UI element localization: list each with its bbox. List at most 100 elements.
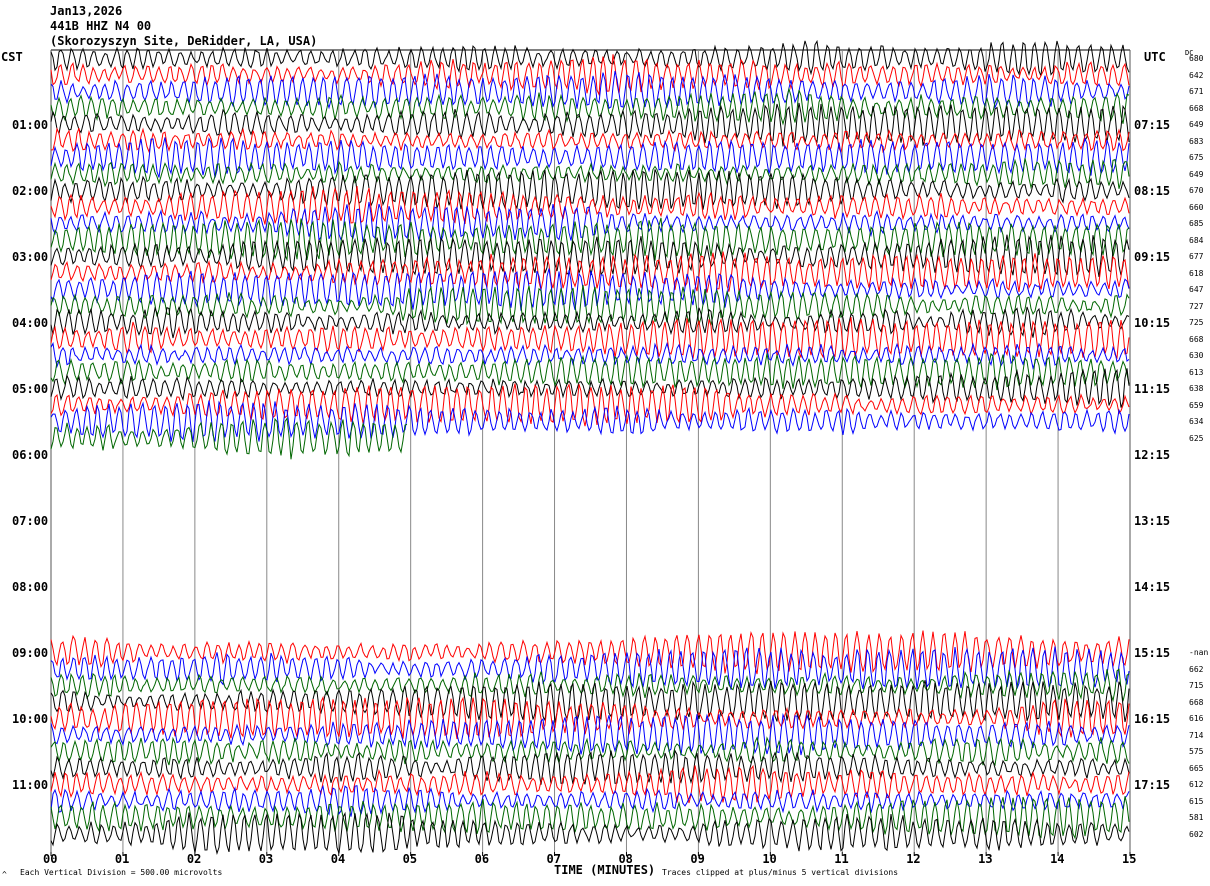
- utc-time-label: 09:15: [1134, 250, 1171, 264]
- seismic-trace: [50, 306, 1130, 339]
- corner-mark: ^: [2, 870, 7, 879]
- x-tick-label: 06: [474, 852, 490, 866]
- dc-offset-label: 680: [1189, 54, 1204, 63]
- seismic-trace: [50, 749, 1130, 785]
- seismic-trace: [50, 352, 1130, 391]
- dc-offset-label: 685: [1189, 219, 1204, 228]
- seismic-trace: [50, 680, 1130, 723]
- seismic-trace: [50, 284, 1130, 326]
- utc-time-label: 17:15: [1134, 778, 1171, 792]
- dc-offset-label: 675: [1189, 153, 1204, 162]
- dc-offset-label: -nan: [1189, 648, 1209, 657]
- dc-offset-label: 714: [1189, 730, 1204, 740]
- seismic-trace: [50, 54, 1130, 97]
- seismic-trace: [50, 217, 1130, 262]
- dc-offset-label: 625: [1189, 433, 1204, 443]
- cst-time-label: 06:00: [12, 448, 49, 462]
- cst-time-label: 08:00: [12, 580, 49, 594]
- scale-note: Each Vertical Division = 500.00 microvol…: [20, 868, 223, 877]
- dc-offset-label: 615: [1189, 796, 1204, 806]
- dc-offset-label: 618: [1189, 268, 1204, 278]
- dc-offset-label: 602: [1189, 829, 1204, 839]
- seismic-trace: [50, 712, 1130, 756]
- dc-offset-label: 671: [1189, 87, 1204, 96]
- dc-offset-label: 668: [1189, 103, 1204, 113]
- x-tick-label: 07: [546, 852, 561, 866]
- cst-time-label: 01:00: [12, 118, 49, 132]
- seismic-trace: [50, 368, 1130, 408]
- cst-time-label: 04:00: [12, 316, 49, 330]
- cst-time-label: 10:00: [12, 712, 49, 726]
- cst-time-label: 09:00: [12, 646, 49, 660]
- dc-offset-label: 665: [1189, 763, 1204, 773]
- utc-time-label: 12:15: [1134, 448, 1171, 462]
- cst-time-label: 11:00: [12, 778, 49, 792]
- dc-offset-label: 642: [1189, 70, 1204, 80]
- dc-offset-label: 647: [1189, 285, 1204, 294]
- utc-time-label: 10:15: [1134, 316, 1171, 330]
- cst-time-label: 05:00: [12, 382, 49, 396]
- cst-time-label: 02:00: [12, 184, 49, 198]
- seismic-trace: [50, 695, 1130, 739]
- station-label: 441B HHZ N4 00: [50, 19, 152, 33]
- dc-offset-label: 575: [1189, 747, 1204, 756]
- seismic-trace: [50, 251, 1130, 294]
- dc-offset-label: 668: [1189, 334, 1204, 344]
- utc-axis-label: UTC: [1144, 50, 1166, 64]
- seismic-trace: [50, 102, 1130, 147]
- x-tick-label: 08: [618, 852, 633, 866]
- dc-offset-label: 616: [1189, 714, 1204, 723]
- seismic-trace: [50, 341, 1130, 370]
- utc-time-label: 07:15: [1134, 118, 1171, 132]
- seismic-trace: [50, 383, 1130, 427]
- seismic-trace: [50, 168, 1130, 213]
- seismic-trace: [50, 70, 1130, 110]
- seismic-trace: [50, 668, 1130, 703]
- site-label: (Skorozyszyn Site, DeRidder, LA, USA): [50, 34, 318, 48]
- date-label: Jan13,2026: [50, 4, 123, 18]
- dc-offset-label: 581: [1189, 813, 1204, 822]
- seismic-trace: [50, 316, 1130, 360]
- seismic-trace: [50, 764, 1130, 804]
- x-tick-label: 13: [978, 852, 993, 866]
- seismic-trace: [50, 185, 1130, 227]
- utc-time-label: 11:15: [1134, 382, 1171, 396]
- x-tick-label: 02: [186, 852, 202, 866]
- cst-axis-label: CST: [1, 50, 23, 64]
- x-tick-label: 03: [258, 852, 274, 866]
- dc-offset-label: 725: [1189, 318, 1204, 327]
- seismic-trace: [50, 646, 1130, 690]
- x-tick-label: 05: [402, 852, 418, 866]
- dc-offset-label: 649: [1189, 120, 1204, 129]
- dc-offset-label: 662: [1189, 664, 1204, 674]
- utc-time-label: 08:15: [1134, 184, 1171, 198]
- seismic-trace: [50, 136, 1130, 178]
- x-tick-label: 09: [690, 852, 705, 866]
- x-tick-label: 10: [762, 852, 777, 866]
- seismic-trace: [50, 158, 1130, 190]
- x-tick-label: 15: [1122, 852, 1137, 866]
- clip-note: Traces clipped at plus/minus 5 vertical …: [662, 868, 899, 877]
- dc-offset-label: 715: [1189, 681, 1204, 690]
- seismic-trace: [50, 127, 1130, 154]
- cst-time-label: 03:00: [12, 250, 49, 264]
- x-tick-label: 11: [834, 852, 849, 866]
- seismic-trace: [50, 87, 1130, 126]
- seismic-trace: [50, 417, 408, 460]
- seismic-trace: [50, 784, 1130, 817]
- x-axis-title: TIME (MINUTES): [554, 863, 656, 877]
- x-tick-label: 12: [906, 852, 921, 866]
- dc-offset-label: 670: [1189, 186, 1204, 195]
- dc-offset-label: 683: [1189, 136, 1204, 146]
- dc-offset-label: 630: [1189, 351, 1204, 360]
- dc-offset-label: 727: [1189, 301, 1204, 311]
- dc-offset-label: 660: [1189, 202, 1204, 212]
- x-tick-label: 14: [1050, 852, 1065, 866]
- seismic-trace: [50, 400, 1130, 443]
- utc-time-label: 15:15: [1134, 646, 1171, 660]
- dc-offset-label: 649: [1189, 169, 1204, 179]
- dc-offset-label: 668: [1189, 697, 1204, 707]
- dc-offset-label: 677: [1189, 252, 1204, 261]
- x-tick-label: 00: [43, 852, 58, 866]
- seismic-trace: [50, 268, 1130, 311]
